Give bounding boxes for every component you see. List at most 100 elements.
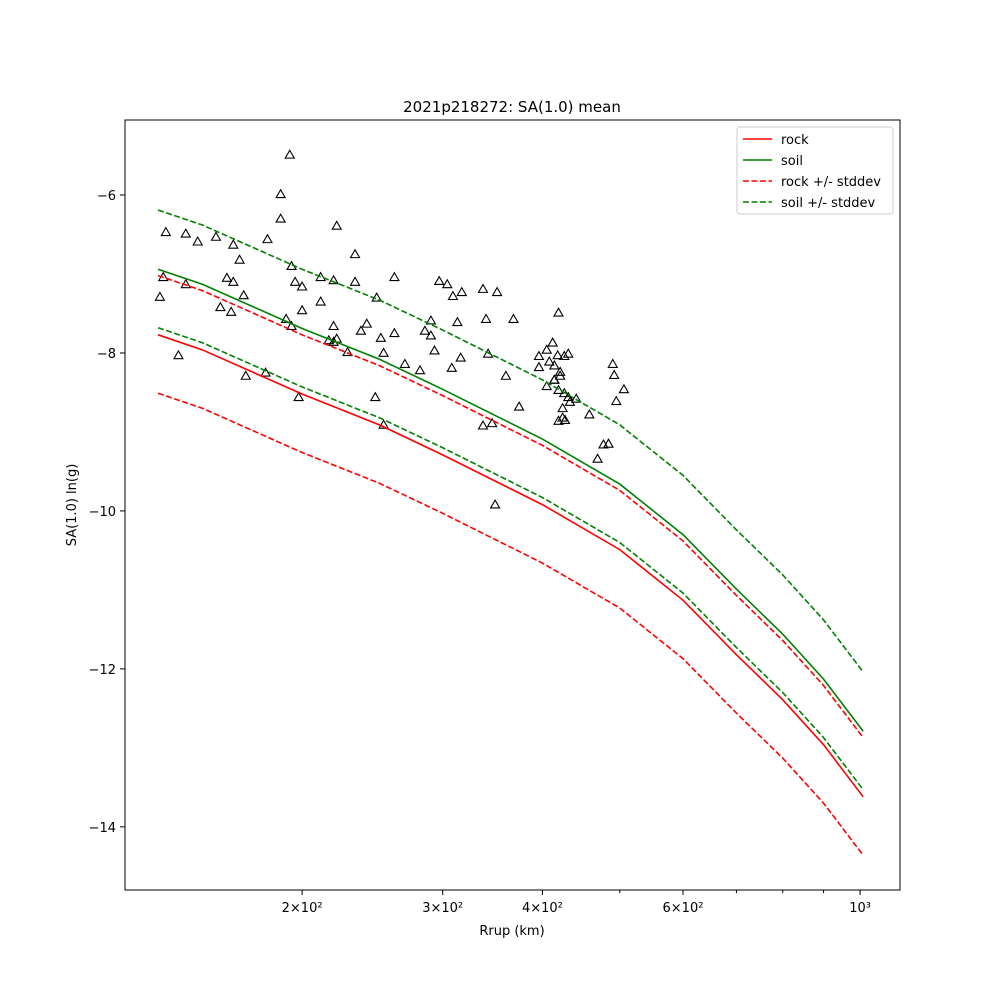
legend: rock soil rock +/- stddev soil +/- stddev [736,126,894,215]
y-tick-label: −6 [97,189,116,204]
observation-marker [284,149,296,159]
series-line [157,274,864,739]
observation-marker [608,369,620,380]
observation-marker [388,327,400,338]
observation-marker [349,248,361,259]
observation-marker [456,286,468,297]
observation-marker [477,283,489,293]
observation-marker [419,325,431,335]
x-tick-label: 6×10² [663,901,704,916]
chart-title: 2021p218272: SA(1.0) mean [403,98,621,116]
observation-marker [296,304,308,315]
observation-marker [214,301,226,312]
observation-marker [570,393,582,403]
observation-marker [296,281,308,291]
observation-marker [275,213,287,223]
observation-marker [225,306,237,316]
observation-marker [607,358,619,368]
observation-marker [210,231,222,241]
observation-marker [425,329,437,340]
observation-marker [543,356,555,366]
observation-marker [275,188,287,199]
observation-marker [375,332,387,342]
observation-marker [378,419,390,429]
observation-marker [489,498,501,509]
observation-marker [172,349,184,360]
observation-marker [388,271,400,282]
observation-marker [160,226,172,237]
observation-marker [553,384,564,395]
observation-marker [221,272,233,282]
series-line [157,334,864,798]
observation-marker [331,220,343,230]
legend-label: rock [781,133,809,148]
observation-marker [610,395,622,406]
observation-marker [414,364,426,375]
observation-marker [533,361,545,372]
observation-marker [447,290,459,301]
x-tick-label: 10³ [849,901,871,916]
observation-marker [328,274,340,285]
observation-marker [238,289,250,300]
y-tick-label: −10 [89,505,116,520]
observation-marker [603,438,614,448]
y-tick-label: −12 [89,663,116,678]
x-axis-label: Rrup (km) [479,924,544,939]
series-line [157,268,864,732]
y-tick-label: −14 [89,821,116,836]
observation-marker [315,296,327,306]
observation-marker [289,276,301,286]
observation-marker [433,275,445,286]
observation-marker [553,307,564,317]
observation-marker [508,313,519,323]
observation-marker [558,387,570,398]
legend-label: soil [781,154,803,169]
observation-marker [349,276,361,286]
observation-marker [480,313,492,323]
observation-marker [227,239,239,249]
observation-marker [491,286,503,297]
observation-marker [180,228,192,238]
plot-frame [124,119,901,891]
observation-marker [280,313,292,323]
series-line-lower [157,392,864,856]
observation-marker [361,318,373,328]
observation-marker [227,276,239,286]
observation-marker [262,233,273,244]
observation-marker [477,420,489,430]
observation-marker [240,370,252,380]
observation-marker [513,401,525,411]
observation-marker [541,380,553,391]
observation-marker [486,417,498,428]
legend-box [736,126,894,215]
legend-label: soil +/- stddev [781,196,876,211]
observation-marker [429,344,440,355]
observation-marker [533,350,545,361]
observation-marker [500,370,512,380]
series-line [157,209,864,673]
observation-marker [451,316,463,327]
observation-marker [554,370,566,380]
observation-marker [554,366,566,376]
observation-marker [371,292,383,302]
legend-label: rock +/- stddev [781,175,881,190]
observation-marker [378,347,390,357]
observation-marker [192,236,204,246]
observation-marker [553,415,564,425]
observation-marker [552,349,564,360]
observation-marker [446,362,458,372]
y-tick-label: −8 [97,347,116,362]
observation-marker [234,254,246,264]
observation-marker [557,412,569,422]
x-tick-label: 2×10² [282,901,323,916]
observation-marker [583,408,595,419]
observation-marker [541,344,553,354]
observation-marker [557,402,569,413]
observation-marker [562,348,574,358]
observation-marker [355,325,367,335]
x-tick-label: 4×10² [522,901,563,916]
observation-marker [425,314,437,325]
observation-marker [455,352,467,362]
